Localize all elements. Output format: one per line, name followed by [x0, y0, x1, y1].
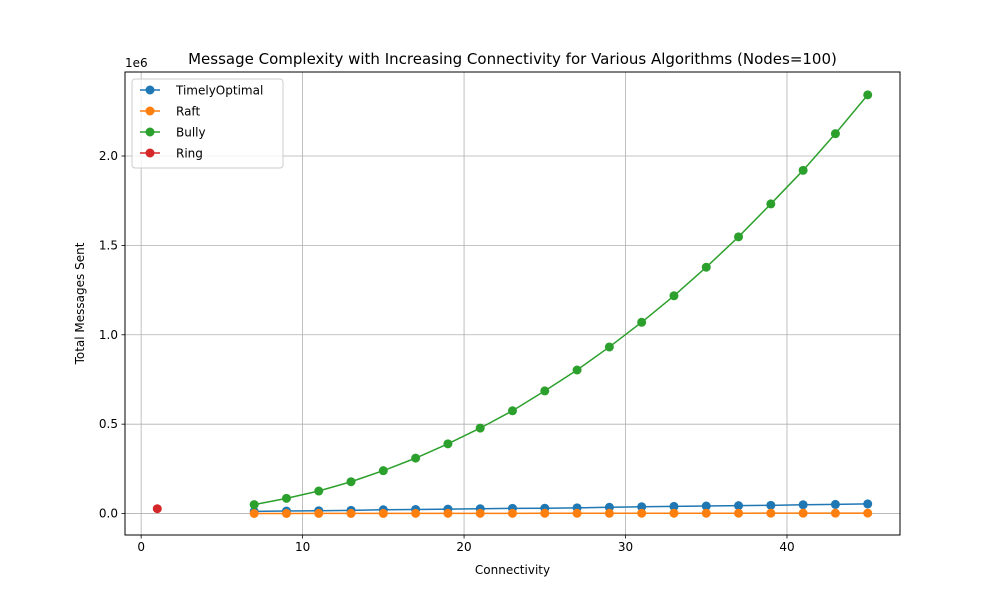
point-raft: [669, 508, 679, 518]
point-bully: [572, 365, 582, 375]
chart-title: Message Complexity with Increasing Conne…: [188, 50, 837, 68]
point-raft: [346, 508, 356, 518]
point-bully: [701, 262, 711, 272]
point-bully: [346, 477, 356, 487]
point-raft: [378, 508, 388, 518]
legend-label: Ring: [176, 147, 203, 161]
point-raft: [411, 508, 421, 518]
y-tick-label: 1.5: [99, 238, 118, 252]
y-tick-label: 2.0: [99, 149, 118, 163]
y-tick-label: 0.0: [99, 507, 118, 521]
point-raft: [766, 508, 776, 518]
point-bully: [766, 199, 776, 209]
point-bully: [863, 90, 873, 100]
point-timelyoptimal: [830, 499, 840, 509]
point-raft: [863, 508, 873, 518]
point-timelyoptimal: [701, 501, 711, 511]
point-bully: [314, 486, 324, 496]
point-timelyoptimal: [734, 501, 744, 511]
point-bully: [540, 386, 550, 396]
point-raft: [798, 508, 808, 518]
point-timelyoptimal: [863, 499, 873, 509]
point-bully: [411, 453, 421, 463]
ticks: 0 10 20 30 40 0.0 0.5 1.0 1.5 2.0: [99, 149, 795, 554]
series-bully: [249, 90, 873, 510]
series-line-timelyoptimal: [254, 503, 868, 513]
point-raft: [637, 508, 647, 518]
point-raft: [830, 508, 840, 518]
point-timelyoptimal: [637, 502, 647, 512]
point-raft: [249, 508, 259, 518]
x-tick-label: 10: [295, 540, 310, 554]
point-bully: [281, 493, 291, 503]
y-tick-label: 1.0: [99, 328, 118, 342]
x-tick-label: 20: [456, 540, 471, 554]
series-ring: [152, 504, 162, 514]
legend-label: Raft: [176, 105, 200, 119]
legend-label: Bully: [176, 126, 206, 140]
legend-box: [131, 78, 284, 169]
series-line-bully: [254, 94, 869, 506]
point-bully: [249, 500, 259, 510]
legend-swatch-marker: [145, 85, 155, 95]
x-tick-label: 40: [779, 540, 794, 554]
point-bully: [443, 439, 453, 449]
series-raft: [249, 508, 873, 518]
point-raft: [314, 508, 324, 518]
point-timelyoptimal: [766, 500, 776, 510]
point-timelyoptimal: [669, 501, 679, 511]
series-timelyoptimal: [249, 499, 873, 516]
point-bully: [734, 232, 744, 242]
legend-item-ring: Ring: [140, 147, 203, 161]
point-timelyoptimal: [798, 500, 808, 510]
point-raft: [701, 508, 711, 518]
legend-swatch-marker: [145, 127, 155, 137]
y-tick-label: 0.5: [99, 417, 118, 431]
x-axis-label: Connectivity: [475, 563, 550, 577]
legend-swatch-marker: [145, 148, 155, 158]
point-bully: [830, 129, 840, 139]
point-ring: [152, 504, 162, 514]
legend-item-raft: Raft: [140, 105, 200, 119]
y-axis-label: Total Messages Sent: [73, 242, 87, 365]
point-raft: [572, 508, 582, 518]
y-axis-offset-label: 1e6: [125, 56, 148, 70]
legend-item-bully: Bully: [140, 126, 206, 140]
point-bully: [798, 165, 808, 175]
point-bully: [378, 466, 388, 476]
point-bully: [604, 342, 614, 352]
point-raft: [734, 508, 744, 518]
plot-frame: [124, 71, 901, 536]
legend-item-timelyoptimal: TimelyOptimal: [140, 84, 263, 98]
legend-items: TimelyOptimal Raft Bully Ring: [140, 84, 263, 161]
x-tick-label: 30: [618, 540, 633, 554]
point-bully: [508, 406, 517, 416]
legend-label: TimelyOptimal: [175, 84, 263, 98]
x-tick-label: 0: [137, 540, 145, 554]
legend: TimelyOptimal Raft Bully Ring: [131, 78, 284, 169]
point-raft: [604, 508, 614, 518]
point-raft: [475, 508, 485, 518]
legend-swatch-marker: [145, 106, 155, 116]
point-raft: [443, 508, 453, 518]
point-bully: [475, 423, 485, 433]
point-raft: [540, 508, 550, 518]
point-raft: [508, 508, 517, 518]
point-bully: [669, 291, 679, 301]
point-raft: [281, 508, 291, 518]
series-layer: [152, 90, 873, 518]
point-bully: [637, 317, 647, 327]
